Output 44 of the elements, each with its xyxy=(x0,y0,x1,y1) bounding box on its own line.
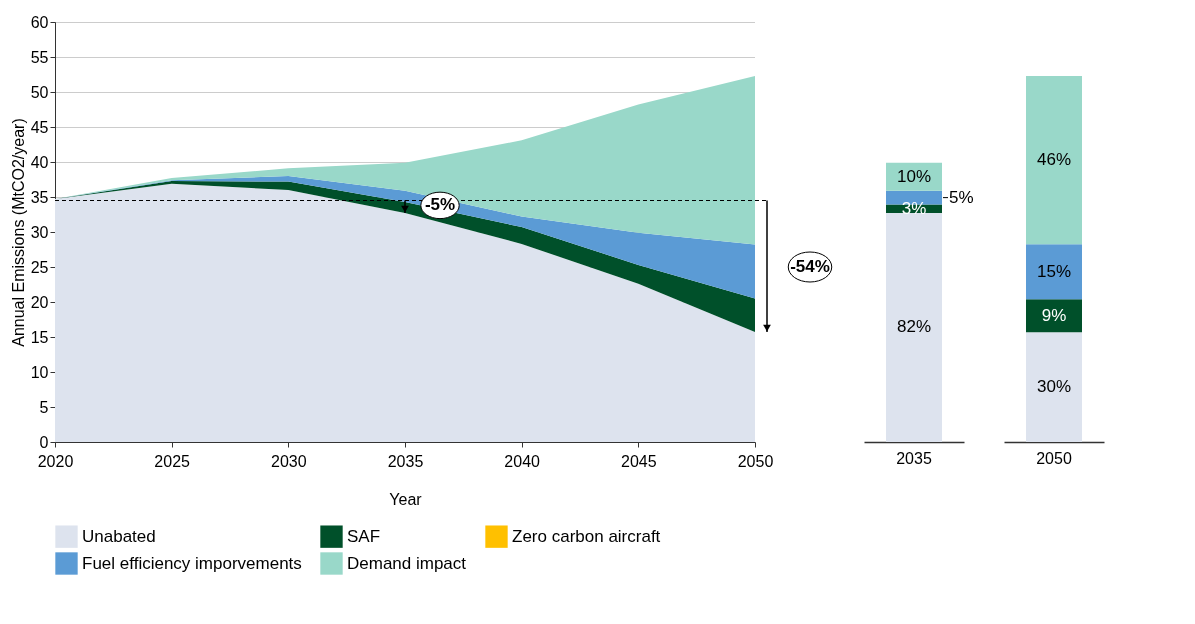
legend-label: SAF xyxy=(347,526,381,546)
data-label: 82% xyxy=(896,317,932,337)
x-tick-label: 2045 xyxy=(621,452,657,470)
y-tick-label: 45 xyxy=(30,118,49,136)
y-tick-label: 50 xyxy=(30,83,49,101)
y-tick-label: 0 xyxy=(39,433,49,451)
annotation: -5% xyxy=(424,195,456,215)
y-tick-label: 30 xyxy=(30,223,49,241)
y-axis-title: Annual Emissions (MtCO2/year) xyxy=(9,118,27,347)
bar xyxy=(1026,332,1082,442)
y-tick-label: 20 xyxy=(30,293,49,311)
y-tick-label: 5 xyxy=(39,398,49,416)
y-tick-label: 55 xyxy=(30,48,49,66)
x-tick-label: 2035 xyxy=(896,449,932,467)
x-tick-label: 2050 xyxy=(1036,449,1072,467)
x-tick-label: 2025 xyxy=(154,452,191,470)
y-tick-label: 35 xyxy=(30,188,49,206)
data-label: 3% xyxy=(901,198,927,218)
x-tick-label: 2020 xyxy=(37,452,74,470)
bar xyxy=(1026,244,1082,300)
data-label: 46% xyxy=(1036,150,1072,170)
legend-label: Fuel efficiency imporvements xyxy=(82,553,302,573)
data-label: 5% xyxy=(949,187,974,207)
y-tick-label: 25 xyxy=(30,258,49,276)
x-tick-label: 2040 xyxy=(504,452,541,470)
data-label: 9% xyxy=(1041,305,1067,325)
bar xyxy=(1026,299,1082,333)
data-label: 10% xyxy=(896,166,932,186)
x-axis-title: Year xyxy=(389,490,423,508)
legend-label: Unabated xyxy=(82,526,156,546)
x-tick-label: 2050 xyxy=(737,452,774,470)
bar xyxy=(1026,75,1082,245)
y-tick-label: 60 xyxy=(30,13,49,31)
y-tick-label: 15 xyxy=(30,328,49,346)
legend-label: Zero carbon aircraft xyxy=(512,526,661,546)
x-tick-label: 2030 xyxy=(271,452,307,470)
data-label: 15% xyxy=(1036,261,1072,281)
x-tick-label: 2035 xyxy=(387,452,424,470)
y-tick-label: 10 xyxy=(30,363,49,381)
data-label: 30% xyxy=(1036,377,1072,397)
annotation: -54% xyxy=(790,257,830,276)
legend-label: Demand impact xyxy=(347,553,467,573)
bar xyxy=(886,212,942,442)
y-tick-label: 40 xyxy=(30,153,49,171)
